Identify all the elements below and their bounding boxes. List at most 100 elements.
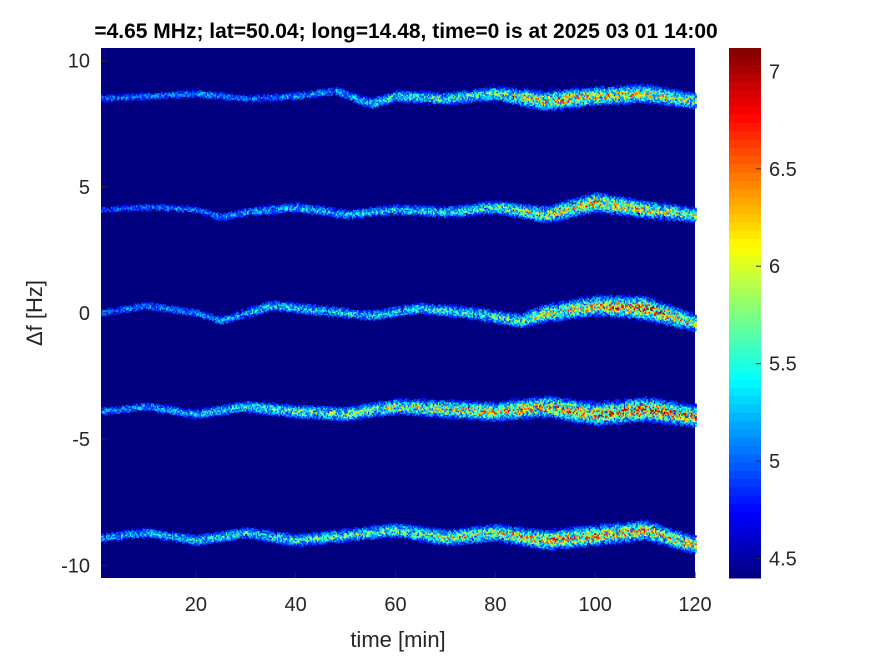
heatmap-cell: [210, 97, 213, 100]
heatmap-cell: [422, 92, 425, 95]
heatmap-cell: [426, 98, 429, 101]
heatmap-cell: [405, 89, 408, 92]
heatmap-cell: [331, 92, 334, 95]
heatmap-cell: [160, 92, 163, 96]
heatmap-cell: [173, 95, 176, 98]
heatmap-cell: [454, 93, 457, 96]
heatmap-cell: [369, 102, 372, 105]
heatmap-cell: [442, 94, 445, 97]
heatmap-cell: [471, 93, 474, 96]
heatmap-cell: [200, 91, 203, 94]
heatmap-cell: [396, 90, 399, 93]
heatmap-cell: [205, 96, 208, 99]
heatmap-cell: [339, 91, 342, 94]
heatmap-cell: [461, 100, 464, 103]
heatmap-cell: [229, 96, 232, 99]
heatmap-cell: [475, 97, 478, 100]
heatmap-cell: [445, 100, 448, 103]
heatmap-cell: [315, 92, 318, 95]
heatmap-cell: [294, 93, 297, 96]
heatmap-cell: [274, 94, 277, 97]
heatmap-cell: [308, 93, 310, 96]
heatmap-cell: [385, 96, 388, 99]
heatmap-cell: [119, 96, 122, 99]
heatmap-cell: [405, 92, 408, 95]
heatmap-cell: [511, 216, 514, 219]
heatmap-cell: [158, 94, 161, 97]
heatmap-cell: [465, 97, 468, 100]
heatmap-cell: [416, 93, 419, 96]
heatmap-cell: [284, 94, 287, 97]
heatmap-cell: [662, 86, 665, 89]
heatmap-cell: [167, 92, 169, 95]
heatmap-cell: [359, 97, 362, 100]
heatmap-cell: [467, 92, 470, 95]
heatmap-cell: [351, 94, 354, 97]
heatmap-cell: [475, 93, 478, 96]
heatmap-cell: [179, 91, 182, 95]
heatmap-cell: [148, 96, 151, 99]
heatmap-cell: [263, 95, 266, 98]
heatmap-cell: [391, 94, 394, 97]
heatmap-cell: [240, 95, 243, 98]
heatmap-cell: [330, 93, 333, 96]
heatmap-cell: [209, 92, 212, 95]
heatmap-cell: [527, 90, 530, 93]
heatmap-cell: [343, 92, 345, 95]
heatmap-cell: [101, 97, 103, 100]
heatmap-cell: [192, 95, 194, 98]
heatmap-cell: [354, 93, 357, 96]
heatmap-cell: [293, 92, 296, 95]
heatmap-cell: [398, 96, 400, 99]
heatmap-cell: [132, 95, 135, 99]
heatmap-cell: [426, 99, 429, 102]
heatmap-cell: [447, 95, 450, 99]
heatmap-cell: [276, 96, 279, 99]
heatmap-cell: [425, 90, 428, 93]
heatmap-cell: [259, 100, 262, 103]
heatmap-cell: [341, 95, 344, 98]
heatmap-cell: [335, 87, 338, 90]
heatmap-cell: [208, 96, 211, 100]
heatmap-cell: [486, 90, 489, 93]
heatmap-cell: [264, 96, 267, 99]
heatmap-cell: [425, 93, 428, 96]
heatmap-cell: [482, 95, 485, 98]
heatmap-cell: [381, 97, 384, 100]
heatmap-cell: [425, 95, 428, 98]
heatmap-cell: [252, 97, 254, 100]
heatmap-cell: [205, 214, 208, 217]
heatmap-cell: [430, 93, 433, 97]
heatmap-cell: [250, 94, 253, 97]
heatmap-cell: [411, 94, 414, 97]
heatmap-cell: [353, 97, 355, 101]
heatmap-cell: [133, 95, 136, 99]
heatmap-cell: [495, 98, 498, 101]
heatmap-cell: [129, 94, 132, 97]
heatmap-cell: [391, 102, 394, 105]
heatmap-cell: [472, 96, 475, 99]
heatmap-cell: [441, 99, 444, 102]
heatmap-cell: [421, 95, 424, 98]
heatmap-cell: [394, 92, 397, 95]
heatmap-cell: [487, 93, 490, 96]
heatmap-cell: [476, 88, 479, 91]
heatmap-cell: [326, 91, 329, 94]
heatmap-cell: [273, 96, 276, 99]
heatmap-cell: [487, 96, 490, 99]
heatmap-cell: [447, 94, 450, 97]
heatmap-cell: [479, 100, 481, 103]
heatmap-cell: [417, 93, 420, 96]
heatmap-cell: [652, 86, 655, 89]
heatmap-cell: [365, 100, 368, 104]
heatmap-cell: [383, 100, 385, 103]
heatmap-cell: [376, 206, 379, 209]
heatmap-cell: [289, 95, 292, 98]
heatmap-cell: [482, 87, 485, 90]
heatmap-cell: [303, 91, 306, 94]
heatmap-cell: [445, 102, 448, 105]
heatmap-cell: [477, 97, 480, 100]
heatmap-cell: [452, 95, 455, 98]
heatmap-cell: [412, 91, 415, 94]
heatmap-cell: [406, 91, 409, 94]
